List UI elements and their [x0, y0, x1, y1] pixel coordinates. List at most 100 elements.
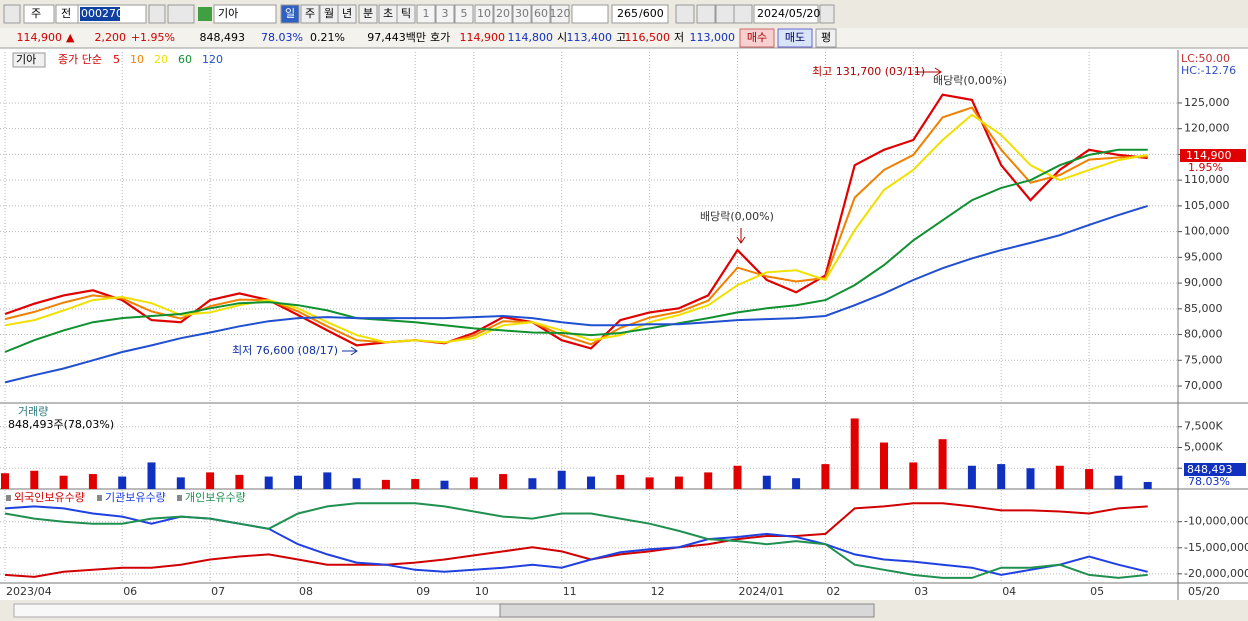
price-badge-bg — [1180, 149, 1246, 162]
calendar-button[interactable] — [819, 4, 835, 24]
buy-button[interactable] — [739, 28, 775, 48]
interval: 20 — [496, 7, 510, 20]
period: 주 — [305, 7, 315, 20]
volume-bar — [704, 472, 713, 489]
interval-button[interactable] — [531, 4, 551, 24]
interval-button[interactable] — [416, 4, 436, 24]
stock-name: 기아 — [218, 7, 238, 20]
sell-button[interactable] — [777, 28, 813, 48]
legend-entry: 5 — [113, 53, 120, 66]
period-button[interactable] — [337, 4, 357, 24]
x-tick-label: 03 — [914, 585, 928, 598]
volume-bar — [557, 470, 566, 489]
quote-change: 2,200 — [95, 31, 127, 44]
quote-bar-bg — [0, 28, 1248, 48]
y-tick-label: 90,000 — [1184, 276, 1223, 289]
annotation: 최저 76,600 (08/17) — [232, 344, 338, 357]
quote-price: 114,900 — [17, 31, 63, 44]
menu-button[interactable] — [3, 4, 21, 24]
volume-badge: 848,493 — [1187, 463, 1233, 476]
y-tick-label: 7,500K — [1184, 420, 1223, 433]
x-tick-label: 02 — [826, 585, 840, 598]
interval-button[interactable] — [512, 4, 532, 24]
series-line — [4, 502, 1148, 579]
interval-button[interactable] — [493, 4, 513, 24]
volume-bar — [352, 478, 361, 489]
volume-bar — [469, 477, 478, 489]
market-select[interactable] — [23, 4, 55, 24]
chart-layer: 주 전 000270 기아 일 주 월 년 분 초 틱 1 3 5 10 20 30 60 120 265/600 20… — [0, 4, 1248, 600]
x-tick-label: 2023/04 — [6, 585, 52, 598]
quote-volume: 848,493 — [200, 31, 246, 44]
y-tick-label: 95,000 — [1184, 250, 1223, 263]
volume-bar — [1055, 465, 1064, 489]
quote-change-rate: +1.95% — [131, 31, 175, 44]
legend-box — [12, 52, 46, 68]
quote-low: 113,000 — [690, 31, 736, 44]
x-tick-label: 07 — [211, 585, 225, 598]
x-tick-label: 08 — [299, 585, 313, 598]
change-badge: 1.95% — [1188, 161, 1223, 174]
volume-bar — [323, 472, 332, 489]
tool-button[interactable] — [696, 4, 716, 24]
volume-bar — [294, 475, 302, 489]
quote-bid-label: 호가 — [430, 31, 450, 44]
interval: 10 — [477, 7, 491, 20]
period-button[interactable] — [358, 4, 378, 24]
volume-bar — [1085, 469, 1094, 489]
period-button[interactable] — [300, 4, 320, 24]
buy-label: 매수 — [747, 31, 767, 44]
interval-button[interactable] — [435, 4, 455, 24]
period-button[interactable] — [280, 4, 300, 24]
volume-bar — [850, 418, 859, 489]
quote-high-label: 고 — [616, 31, 626, 44]
x-tick-label: 04 — [1002, 585, 1016, 598]
x-tick-label: 06 — [123, 585, 137, 598]
volume-bar — [616, 474, 625, 489]
quote-bid: 114,800 — [508, 31, 554, 44]
tool-button[interactable] — [715, 4, 735, 24]
volume-bar — [997, 464, 1006, 489]
ratio-badge: 78.03% — [1188, 475, 1230, 488]
volume-bar — [147, 462, 156, 489]
volume-bar — [967, 465, 976, 489]
x-tick-label: 12 — [651, 585, 665, 598]
y-tick-label: 110,000 — [1184, 173, 1230, 186]
x-tick-label: 11 — [563, 585, 577, 598]
series-line — [4, 502, 1148, 578]
name-box[interactable] — [213, 4, 277, 24]
legend-marker — [6, 495, 11, 501]
sell-label: 매도 — [785, 31, 805, 44]
interval-button[interactable] — [550, 4, 570, 24]
x-last-label: 05/20 — [1188, 585, 1220, 598]
count-box[interactable] — [611, 4, 669, 24]
volume-bar — [938, 439, 947, 489]
eval-button[interactable] — [815, 28, 837, 48]
y-tick-label: -10,000,000 — [1184, 515, 1248, 528]
y-tick-label: 105,000 — [1184, 199, 1230, 212]
period: 월 — [324, 7, 334, 20]
tool-button[interactable] — [733, 4, 753, 24]
legend-title: 기아 — [16, 53, 36, 66]
search-button[interactable] — [148, 4, 166, 24]
date-box[interactable] — [753, 4, 819, 24]
volume-current: 848,493주(78,03%) — [8, 418, 114, 431]
series-line — [4, 106, 1148, 346]
interval: 3 — [442, 7, 449, 20]
interval-button[interactable] — [454, 4, 474, 24]
period-button[interactable] — [396, 4, 416, 24]
sound-button[interactable] — [167, 4, 195, 24]
tool-button[interactable] — [675, 4, 695, 24]
blank-select[interactable] — [571, 4, 609, 24]
y-tick-label: 125,000 — [1184, 96, 1230, 109]
period: 년 — [342, 7, 352, 20]
legend-entry: 개인보유수량 — [185, 491, 246, 504]
y-tick-label: -15,000,000 — [1184, 541, 1248, 554]
volume-bar — [235, 474, 244, 489]
interval-button[interactable] — [474, 4, 494, 24]
scroll-thumb[interactable] — [499, 603, 875, 618]
volume-bar — [440, 480, 449, 489]
period: 틱 — [401, 7, 411, 20]
